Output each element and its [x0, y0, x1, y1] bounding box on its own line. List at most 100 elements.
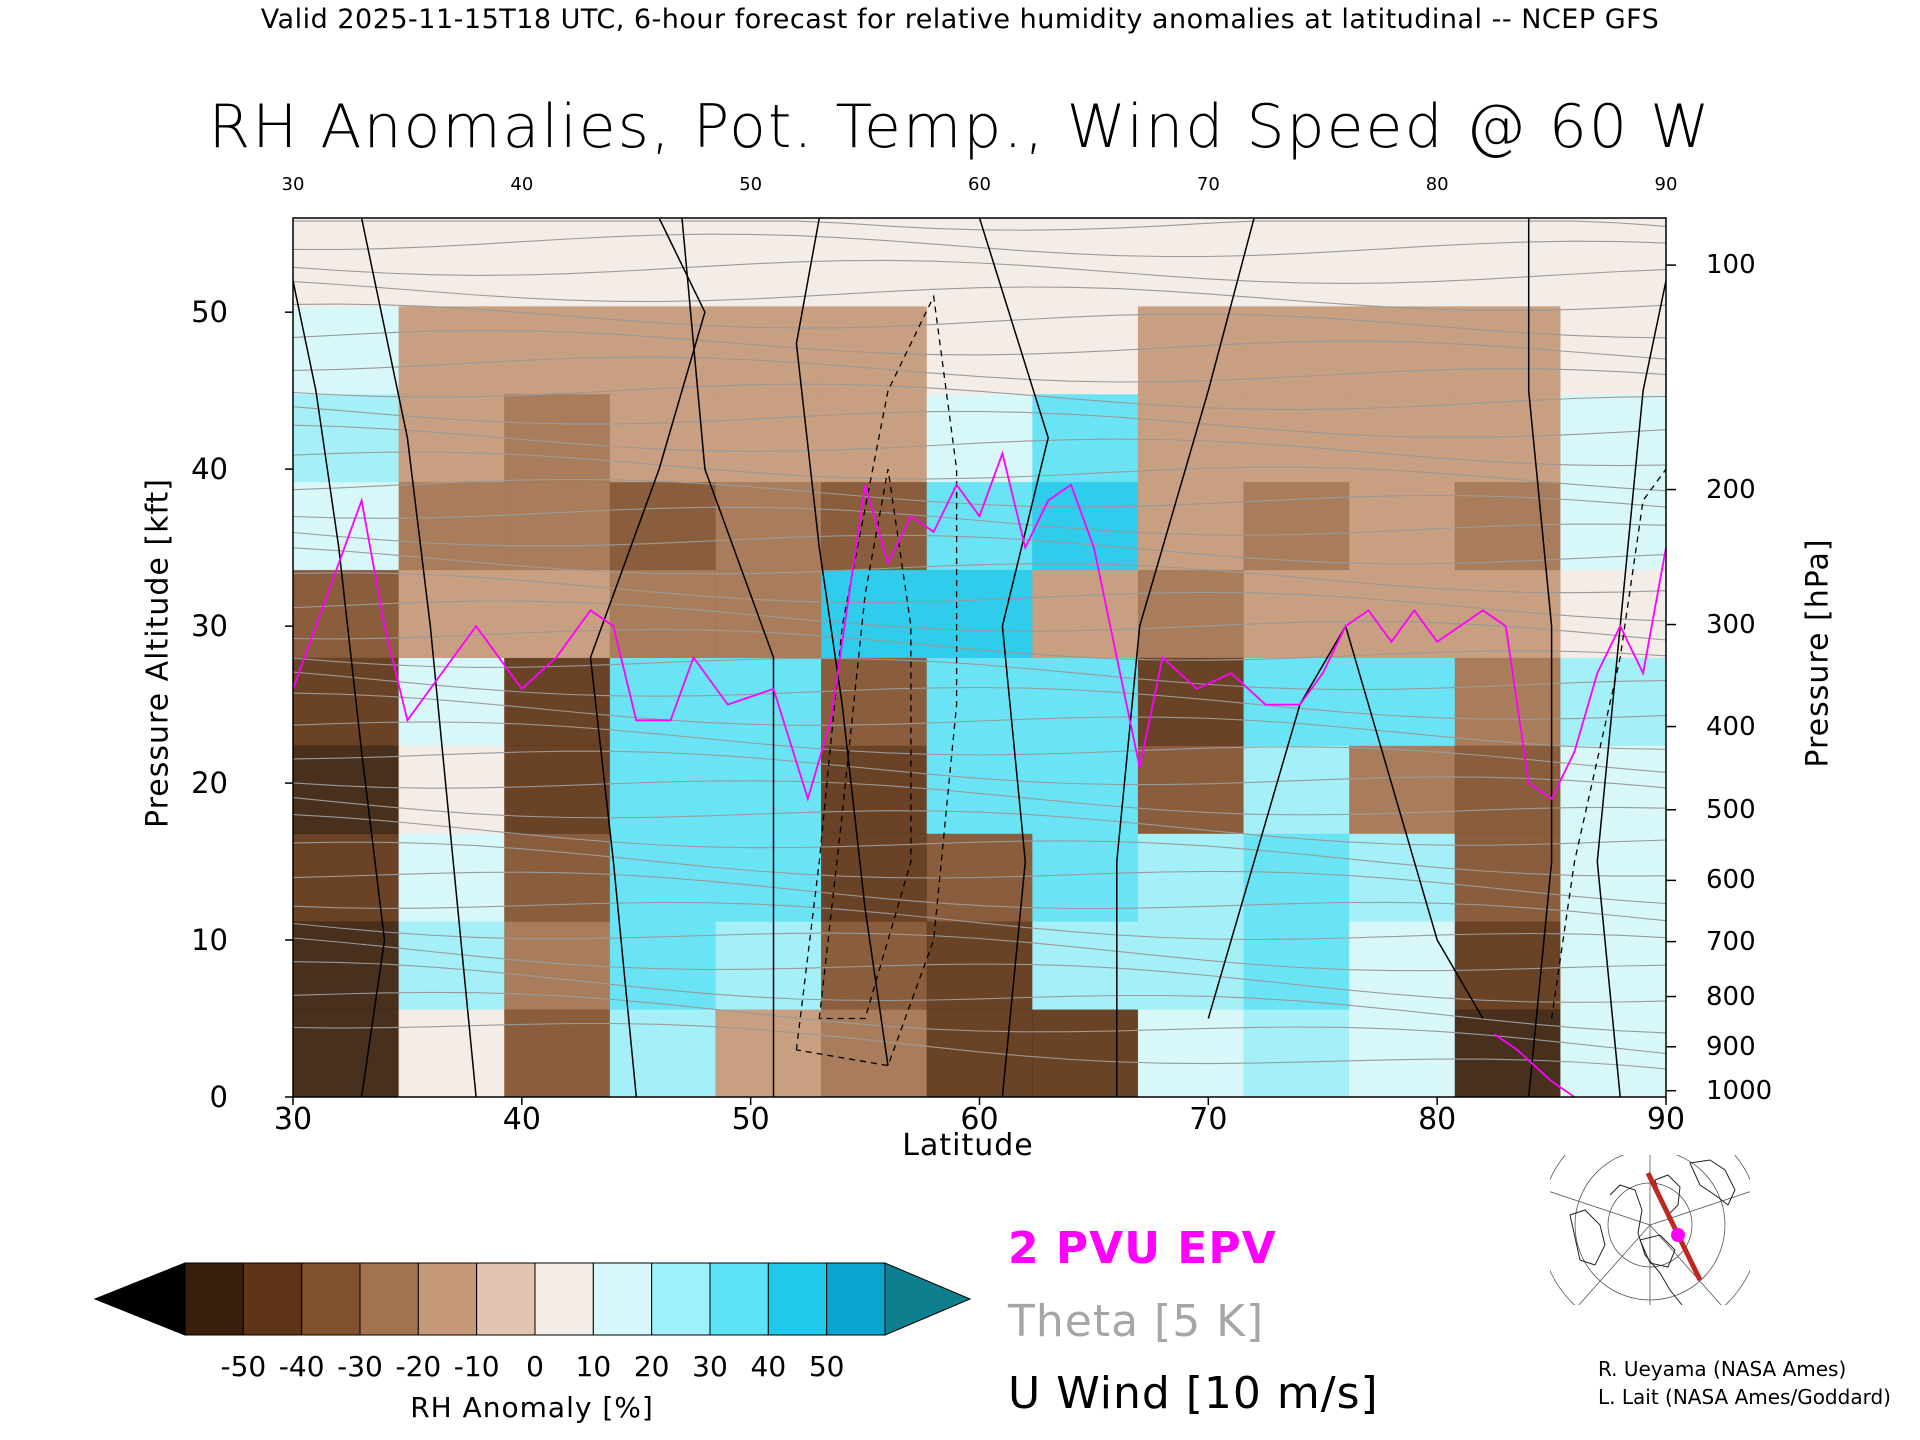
- rh-cell: [821, 657, 928, 746]
- rh-cell: [715, 921, 822, 1010]
- rh-cell: [1454, 745, 1561, 834]
- pressure-tick-label: 600: [1706, 865, 1756, 896]
- pressure-tick-label: 200: [1706, 474, 1756, 505]
- x-tick-label: 40: [502, 1102, 541, 1137]
- colorbar-bin: [359, 1262, 419, 1336]
- theta-isentrope: [292, 259, 1667, 284]
- theta-isentrope: [292, 814, 1667, 877]
- epv-2pvu-line: [292, 450, 1667, 802]
- rh-cell: [821, 481, 928, 571]
- rh-cell: [504, 657, 611, 746]
- rh-cell: [1243, 833, 1350, 922]
- rh-cell: [398, 481, 505, 571]
- rh-cell: [821, 745, 928, 834]
- colorbar-bin: [592, 1262, 653, 1336]
- rh-cell: [715, 1009, 822, 1098]
- theta-isentrope: [292, 671, 1667, 720]
- rh-cell: [1349, 657, 1456, 746]
- colorbar-bin: [242, 1262, 303, 1336]
- rh-cell: [398, 1009, 505, 1098]
- rh-cell: [293, 218, 400, 307]
- theta-isentrope: [292, 406, 1667, 438]
- rh-cell: [1454, 393, 1561, 483]
- pressure-tick-label: 500: [1706, 794, 1756, 825]
- colorbar-tick-label: -30: [337, 1350, 383, 1383]
- pressure-tick-label: 900: [1706, 1031, 1756, 1062]
- y-tick-label: 40: [191, 452, 228, 487]
- rh-cell: [1560, 393, 1667, 483]
- rh-cell: [293, 657, 400, 746]
- colorbar-bin: [476, 1262, 536, 1336]
- colorbar-bin: [826, 1262, 886, 1336]
- x-tick-label: 30: [273, 1102, 313, 1137]
- rh-cell: [1454, 305, 1561, 395]
- theta-isentrope: [292, 721, 1667, 773]
- rh-cell: [821, 1009, 928, 1098]
- rh-cell: [715, 393, 822, 483]
- x-tick-label: 50: [731, 1102, 770, 1137]
- epv-2pvu-fold-line: [1493, 1033, 1576, 1098]
- rh-cell: [398, 218, 505, 307]
- theta-isentrope: [292, 356, 1667, 383]
- rh-cell: [821, 218, 928, 307]
- rh-cell: [1560, 569, 1667, 658]
- top-tick-label: 90: [1654, 174, 1678, 195]
- colorbar-bin: [184, 1262, 244, 1336]
- colorbar-tick-label: -20: [395, 1350, 442, 1383]
- rh-cell: [1243, 1009, 1350, 1098]
- u-wind-contour: [795, 217, 889, 1066]
- theta-isentrope: [292, 628, 1667, 661]
- theta-isentrope: [292, 961, 1667, 1034]
- rh-cell: [504, 745, 611, 834]
- colorbar-bin: [534, 1262, 594, 1336]
- top-tick-label: 30: [281, 174, 305, 195]
- rh-cell: [715, 305, 822, 395]
- rh-cell: [398, 657, 505, 746]
- rh-cell: [1243, 481, 1350, 571]
- y-tick-label: 10: [191, 923, 228, 958]
- pressure-tick-label: 1000: [1706, 1075, 1773, 1106]
- rh-cell: [715, 657, 822, 746]
- colorbar-label: RH Anomaly [%]: [410, 1391, 654, 1424]
- rh-cell: [609, 745, 716, 834]
- rh-cell: [1243, 569, 1350, 658]
- rh-cell: [609, 393, 716, 483]
- colorbar-low-extension: [93, 1262, 186, 1336]
- valid-time-header: Valid 2025-11-15T18 UTC, 6-hour forecast…: [260, 4, 1660, 35]
- rh-cell: [1137, 833, 1245, 922]
- theta-isentrope: [292, 1022, 1667, 1070]
- theta-isentrope: [292, 901, 1667, 941]
- credit-line-1: R. Ueyama (NASA Ames): [1598, 1357, 1847, 1381]
- theta-isentrope: [292, 572, 1667, 622]
- rh-cell: [504, 393, 611, 483]
- chart-title: RH Anomalies, Pot. Temp., Wind Speed @ 6…: [208, 92, 1712, 162]
- rh-cell: [1560, 218, 1667, 307]
- colorbar-tick-label: 20: [633, 1350, 670, 1383]
- u-wind-contour: [292, 280, 386, 1098]
- rh-cell: [1454, 921, 1561, 1010]
- rh-cell: [609, 481, 716, 571]
- rh-cell: [1243, 305, 1350, 395]
- theta-isentrope: [292, 478, 1667, 508]
- theta-isentrope: [292, 233, 1667, 258]
- rh-cell: [1243, 745, 1350, 834]
- rh-cell: [1454, 218, 1561, 307]
- rh-cell: [504, 305, 611, 395]
- colorbar-high-extension: [884, 1262, 972, 1336]
- pressure-tick-label: 400: [1706, 711, 1756, 742]
- rh-cell: [926, 481, 1033, 571]
- colorbar-tick-label: -50: [220, 1350, 267, 1383]
- x-tick-label: 80: [1418, 1102, 1457, 1137]
- theta-isentrope: [292, 383, 1667, 411]
- top-tick-label: 60: [968, 174, 991, 195]
- rh-cell: [293, 393, 400, 483]
- rh-cell: [1243, 218, 1350, 307]
- theta-isentrope: [292, 991, 1667, 1055]
- rh-cell: [1137, 921, 1245, 1010]
- theta-isentrope: [292, 780, 1667, 816]
- theta-isentrope: [292, 424, 1667, 467]
- rh-cell: [1560, 745, 1667, 834]
- theta-isentrope: [293, 220, 1667, 231]
- rh-cell: [609, 569, 716, 658]
- theta-isentrope: [292, 531, 1667, 565]
